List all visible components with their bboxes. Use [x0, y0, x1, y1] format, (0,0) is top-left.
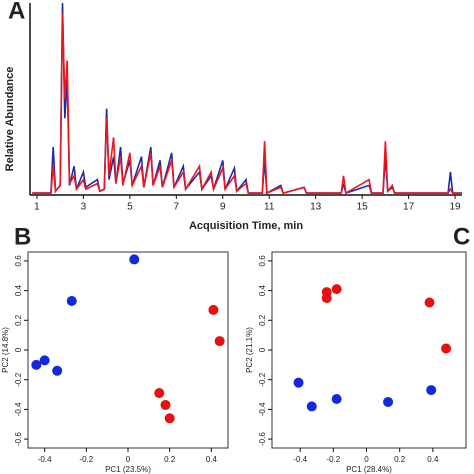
x-tick-label: -0.2 [79, 455, 93, 464]
panel-label: C [453, 223, 470, 250]
x-tick-label: 17 [403, 202, 415, 213]
x-tick-label: 0.2 [164, 455, 176, 464]
x-axis-label: PC1 (28.4%) [346, 465, 392, 474]
x-tick-label: 7 [174, 202, 180, 213]
x-tick-label: 0.4 [427, 455, 439, 464]
y-axis-label: PC2 (21.1%) [245, 327, 254, 373]
x-tick-label: 5 [127, 202, 133, 213]
score-point [52, 365, 63, 376]
y-axis-label: PC2 (14.8%) [1, 327, 10, 373]
x-tick-label: -0.4 [38, 455, 52, 464]
x-tick-label: 11 [264, 202, 275, 213]
score-point [321, 293, 332, 304]
score-point [214, 336, 225, 347]
score-point [331, 284, 342, 295]
score-point [164, 413, 175, 424]
y-tick-label: -0.2 [14, 372, 23, 386]
x-tick-label: 1 [34, 202, 40, 213]
y-tick-label: 0 [258, 347, 267, 352]
y-tick-label: 0.2 [258, 314, 267, 326]
score-point [331, 394, 342, 404]
y-tick-label: 0.2 [14, 314, 23, 326]
score-point [293, 377, 304, 388]
score-point [39, 355, 50, 366]
y-tick-label: -0.4 [258, 402, 267, 416]
chromatogram-line [32, 2, 462, 195]
y-tick-label: -0.6 [14, 432, 23, 446]
x-tick-label: 0 [126, 455, 131, 464]
score-point [129, 254, 140, 265]
panel-label: A [8, 0, 25, 24]
chromatogram-line [32, 12, 462, 195]
y-tick-label: 0.4 [14, 284, 23, 296]
y-tick-label: 0.6 [258, 255, 267, 267]
x-tick-label: 9 [220, 202, 226, 213]
score-point [426, 385, 437, 396]
y-tick-label: 0.6 [14, 255, 23, 267]
panel-label: B [14, 223, 31, 250]
x-tick-label: 13 [310, 202, 322, 213]
x-tick-label: 0.2 [394, 455, 406, 464]
y-tick-label: -0.6 [258, 432, 267, 446]
x-tick-label: -0.4 [293, 455, 307, 464]
score-point [306, 401, 317, 412]
y-tick-label: -0.2 [258, 372, 267, 386]
y-tick-label: -0.4 [14, 402, 23, 416]
x-tick-label: 0.4 [206, 455, 218, 464]
score-point [66, 296, 77, 306]
y-tick-label: 0 [14, 347, 23, 352]
plot-frame [271, 251, 467, 449]
y-axis-label: Relative Abundance [4, 67, 16, 172]
y-tick-label: 0.4 [258, 284, 267, 296]
score-point [31, 359, 42, 370]
x-tick-label: 0 [364, 455, 369, 464]
x-tick-label: 19 [449, 202, 461, 213]
x-axis-label: PC1 (23.5%) [105, 465, 151, 474]
score-point [383, 396, 394, 407]
score-point [441, 343, 452, 354]
score-point [154, 388, 165, 399]
x-tick-label: -0.2 [326, 455, 340, 464]
x-tick-label: 15 [357, 202, 369, 213]
score-point [424, 297, 435, 308]
plot-frame [27, 251, 229, 449]
x-axis-label: Acquisition Time, min [189, 220, 303, 232]
x-tick-label: 3 [81, 202, 87, 213]
score-point [208, 304, 219, 315]
score-point [160, 399, 171, 410]
